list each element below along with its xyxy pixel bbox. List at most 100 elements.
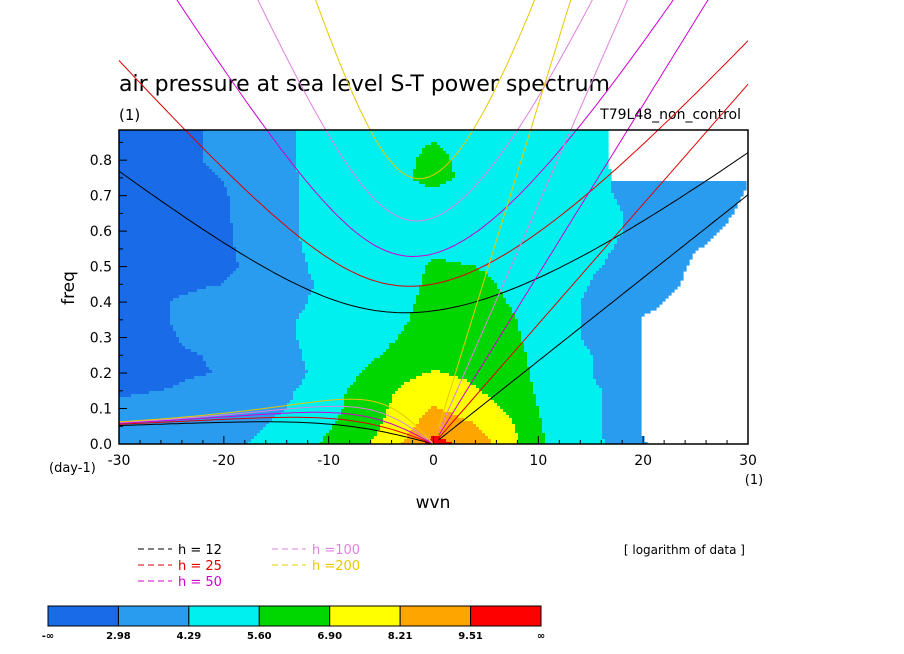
contour-cell bbox=[521, 337, 582, 341]
contour-cell bbox=[512, 421, 543, 425]
contour-cell bbox=[119, 427, 264, 431]
contour-cell bbox=[485, 271, 597, 275]
contour-cell bbox=[467, 379, 531, 383]
contour-cell bbox=[119, 241, 234, 245]
contour-cell bbox=[371, 361, 528, 365]
contour-cell bbox=[428, 439, 447, 443]
contour-cell bbox=[236, 253, 306, 257]
contour-cell bbox=[602, 424, 642, 428]
legend-entry: h = 12 bbox=[178, 543, 222, 558]
contour-cell bbox=[119, 337, 180, 341]
contour-cell bbox=[524, 346, 588, 350]
contour-cell bbox=[302, 379, 357, 383]
contour-cell bbox=[581, 316, 642, 320]
contour-cell bbox=[299, 235, 621, 239]
contour-cell bbox=[119, 187, 228, 191]
contour-cell bbox=[248, 442, 321, 444]
x-tick-label: -10 bbox=[317, 453, 340, 469]
y-tick-label: 0.7 bbox=[90, 189, 112, 205]
contour-cell bbox=[233, 244, 303, 248]
contour-cell bbox=[173, 325, 297, 329]
contour-cell bbox=[602, 406, 642, 410]
contour-cell bbox=[296, 148, 423, 152]
contour-cell bbox=[119, 430, 261, 434]
contour-cell bbox=[617, 202, 738, 206]
contour-cell bbox=[119, 388, 165, 392]
contour-cell bbox=[179, 382, 303, 386]
x-tick-label: 30 bbox=[739, 453, 757, 469]
contour-cell bbox=[389, 346, 525, 350]
contour-cell bbox=[515, 316, 582, 320]
contour-cell bbox=[602, 433, 642, 437]
contour-cell bbox=[581, 337, 642, 341]
contour-cell bbox=[332, 424, 381, 428]
contour-cell bbox=[221, 283, 315, 287]
contour-cell bbox=[332, 427, 381, 431]
contour-cell bbox=[605, 259, 690, 263]
y-tick-label: 0.0 bbox=[90, 437, 112, 453]
contour-cell bbox=[542, 427, 603, 431]
colorbar-swatch bbox=[117, 605, 190, 627]
contour-cell bbox=[344, 397, 393, 401]
contour-cell bbox=[203, 133, 297, 137]
contour-cell bbox=[602, 418, 642, 422]
contour-cell bbox=[119, 322, 171, 326]
contour-cell bbox=[497, 283, 591, 287]
contour-cell bbox=[614, 244, 705, 248]
contour-cell bbox=[179, 295, 309, 299]
contour-cell bbox=[422, 148, 444, 152]
contour-cell bbox=[119, 223, 234, 227]
contour-cell bbox=[599, 268, 687, 272]
contour-cell bbox=[302, 358, 375, 362]
contour-cell bbox=[233, 238, 300, 242]
colorbar-swatch bbox=[188, 605, 260, 627]
contour-cell bbox=[284, 409, 342, 413]
x-axis-unit: (1) bbox=[745, 473, 763, 488]
contour-cell bbox=[476, 385, 534, 389]
contour-cell bbox=[119, 319, 171, 323]
contour-cell bbox=[428, 409, 444, 413]
contour-cell bbox=[215, 172, 300, 176]
contour-cell bbox=[413, 169, 453, 173]
contour-cell bbox=[119, 424, 267, 428]
x-axis-label: wvn bbox=[416, 493, 451, 513]
contour-cell bbox=[539, 412, 603, 416]
contour-cell bbox=[119, 181, 225, 185]
contour-cell bbox=[533, 382, 597, 386]
contour-cell bbox=[314, 286, 420, 290]
contour-cell bbox=[377, 433, 408, 437]
contour-cell bbox=[518, 442, 546, 444]
contour-cell bbox=[296, 328, 405, 332]
contour-cell bbox=[236, 259, 306, 263]
x-tick-label: -30 bbox=[108, 453, 131, 469]
contour-cell bbox=[404, 325, 519, 329]
contour-cell bbox=[206, 361, 306, 365]
contour-cell bbox=[230, 208, 300, 212]
contour-cell bbox=[203, 130, 297, 134]
contour-cell bbox=[449, 154, 609, 158]
contour-cell bbox=[431, 370, 441, 374]
contour-cell bbox=[404, 382, 471, 386]
contour-cell bbox=[209, 166, 297, 170]
contour-cell bbox=[119, 373, 207, 377]
contour-cell bbox=[314, 280, 423, 284]
contour-cell bbox=[605, 262, 690, 266]
contour-cell bbox=[488, 436, 519, 440]
contour-cell bbox=[431, 259, 447, 263]
contour-cell bbox=[422, 274, 489, 278]
contour-cell bbox=[230, 217, 300, 221]
contour-cell bbox=[380, 424, 417, 428]
contour-cell bbox=[425, 265, 477, 269]
contour-cell bbox=[515, 427, 543, 431]
contour-cell bbox=[593, 370, 642, 374]
contour-cell bbox=[233, 235, 300, 239]
contour-cell bbox=[296, 169, 414, 173]
contour-cell bbox=[119, 391, 150, 395]
contour-cell bbox=[119, 379, 186, 383]
contour-cell bbox=[581, 322, 642, 326]
contour-cell bbox=[119, 175, 219, 179]
contour-cell bbox=[305, 256, 609, 260]
contour-cell bbox=[119, 274, 231, 278]
contour-cell bbox=[119, 349, 192, 353]
contour-cell bbox=[422, 415, 459, 419]
